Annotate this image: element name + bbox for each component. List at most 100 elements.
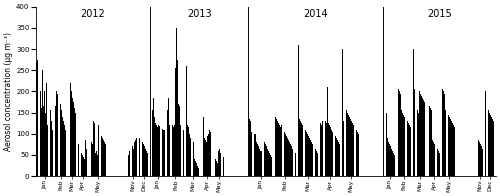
Bar (256, 142, 257, 176)
Bar (444, 93, 446, 176)
Bar (386, 138, 388, 176)
Bar (406, 121, 408, 176)
Bar (68, 68, 70, 176)
Bar (421, 96, 422, 176)
Bar (288, 140, 289, 176)
Bar (41, 108, 42, 176)
Bar (267, 149, 268, 176)
Bar (324, 121, 326, 176)
Bar (85, 140, 86, 176)
Bar (312, 144, 314, 176)
Bar (38, 121, 40, 176)
Bar (216, 161, 217, 176)
Bar (210, 132, 212, 176)
Bar (307, 134, 308, 176)
Bar (207, 136, 208, 176)
Bar (143, 144, 144, 176)
Bar (135, 140, 136, 176)
Bar (259, 149, 260, 176)
Bar (491, 117, 492, 176)
Text: 2015: 2015 (428, 9, 452, 19)
Bar (450, 119, 451, 176)
Bar (208, 134, 209, 176)
Bar (334, 136, 336, 176)
Bar (222, 157, 224, 176)
Bar (260, 151, 261, 176)
Bar (197, 165, 198, 176)
Bar (354, 127, 356, 176)
Bar (339, 144, 340, 176)
Bar (144, 146, 145, 176)
Bar (314, 149, 316, 176)
Bar (274, 117, 276, 176)
Bar (327, 87, 328, 176)
Bar (449, 117, 450, 176)
Bar (198, 168, 199, 176)
Bar (249, 119, 250, 176)
Bar (290, 144, 291, 176)
Bar (289, 142, 290, 176)
Bar (394, 155, 396, 176)
Bar (310, 140, 311, 176)
Text: 2012: 2012 (80, 9, 105, 19)
Bar (332, 132, 334, 176)
Bar (358, 134, 359, 176)
Bar (351, 121, 352, 176)
Bar (175, 68, 176, 176)
Bar (446, 113, 448, 176)
Bar (287, 138, 288, 176)
Bar (177, 60, 178, 176)
Bar (61, 111, 62, 176)
Bar (58, 98, 59, 176)
Bar (167, 111, 168, 176)
Bar (218, 151, 219, 176)
Bar (277, 121, 278, 176)
Bar (269, 153, 270, 176)
Bar (454, 127, 456, 176)
Bar (158, 125, 159, 176)
Bar (46, 83, 47, 176)
Bar (155, 123, 156, 176)
Bar (187, 125, 188, 176)
Bar (278, 123, 279, 176)
Bar (279, 125, 280, 176)
Bar (192, 142, 194, 176)
Bar (70, 91, 72, 176)
Bar (410, 127, 411, 176)
Bar (74, 108, 75, 176)
Bar (104, 142, 105, 176)
Bar (268, 151, 269, 176)
Bar (195, 161, 196, 176)
Bar (300, 121, 301, 176)
Bar (96, 151, 97, 176)
Bar (352, 123, 353, 176)
Bar (105, 144, 106, 176)
Bar (392, 151, 393, 176)
Bar (83, 157, 84, 176)
Bar (80, 153, 82, 176)
Bar (52, 130, 53, 176)
Bar (320, 123, 321, 176)
Bar (492, 119, 493, 176)
Bar (322, 121, 324, 176)
Bar (168, 98, 169, 176)
Bar (419, 91, 420, 176)
Bar (103, 140, 104, 176)
Bar (299, 119, 300, 176)
Bar (330, 127, 331, 176)
Bar (262, 134, 264, 176)
Bar (90, 142, 92, 176)
Bar (160, 127, 162, 176)
Bar (479, 142, 480, 176)
Bar (44, 91, 45, 176)
Bar (258, 146, 259, 176)
Bar (170, 123, 172, 176)
Bar (401, 111, 402, 176)
Bar (389, 144, 390, 176)
Bar (130, 144, 132, 176)
Bar (344, 123, 346, 176)
Bar (45, 113, 46, 176)
Bar (163, 130, 164, 176)
Bar (424, 102, 426, 176)
Bar (133, 149, 134, 176)
